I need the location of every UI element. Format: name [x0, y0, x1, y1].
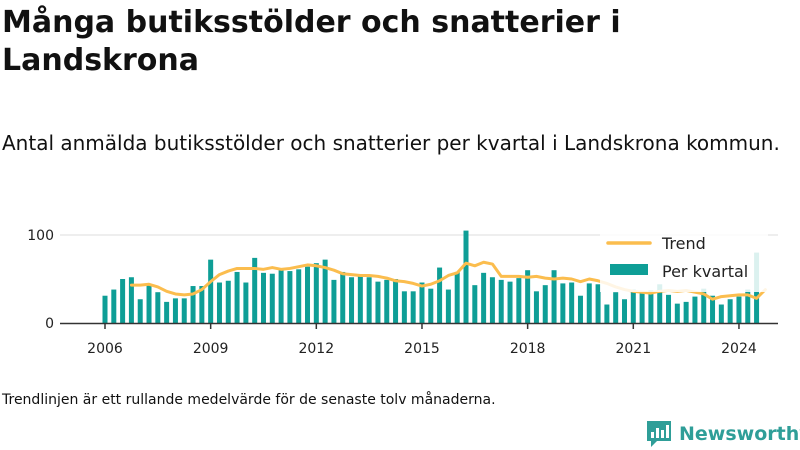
bar — [172, 298, 178, 323]
bar — [401, 291, 407, 323]
bar — [111, 289, 117, 323]
x-tick-label: 2021 — [615, 341, 651, 357]
footnote: Trendlinjen är ett rullande medelvärde f… — [2, 392, 496, 408]
bar — [463, 230, 469, 323]
bar — [542, 285, 548, 323]
bar — [349, 277, 355, 323]
bar — [357, 275, 363, 323]
bar — [657, 284, 663, 323]
bar — [666, 294, 672, 323]
bar — [199, 286, 205, 323]
bar — [437, 267, 443, 323]
bar — [384, 279, 390, 323]
bar — [155, 292, 161, 323]
bar — [595, 284, 601, 323]
bar — [718, 304, 724, 323]
bar — [410, 291, 416, 323]
bar — [445, 289, 451, 323]
x-tick-label: 2006 — [87, 341, 123, 357]
brand-logo[interactable]: Newsworthy — [645, 419, 800, 449]
bar — [745, 289, 751, 323]
bar — [613, 292, 619, 323]
chart-title: Många butiksstölder och snatterier i Lan… — [2, 5, 621, 78]
bar — [243, 282, 249, 323]
bar — [366, 277, 372, 323]
bar — [340, 271, 346, 323]
bar — [428, 288, 434, 323]
chart: 0 100 2006 2009 2012 2015 2018 2021 2024 Trend Pe… — [27, 228, 778, 357]
bar — [560, 283, 566, 323]
chart-subtitle: Antal anmälda butiksstölder och snatteri… — [2, 131, 780, 155]
bar — [577, 295, 583, 323]
x-tick-label: 2012 — [298, 341, 334, 357]
bar — [551, 270, 557, 323]
bar — [322, 259, 328, 323]
bar — [692, 296, 698, 323]
bar — [569, 282, 575, 323]
axes: 0 100 2006 2009 2012 2015 2018 2021 2024 — [27, 228, 778, 357]
legend: Trend Per kvartal — [600, 230, 768, 292]
bar — [313, 263, 319, 323]
bar — [331, 279, 337, 323]
bar — [683, 301, 689, 323]
bar — [234, 271, 240, 323]
legend-label-trend: Trend — [661, 234, 706, 253]
bar — [269, 273, 275, 323]
bar — [525, 270, 531, 323]
legend-swatch-per-kvartal — [610, 264, 648, 275]
bar — [630, 289, 636, 323]
x-tick-label: 2024 — [721, 341, 757, 357]
bar — [498, 279, 504, 323]
bar — [252, 257, 258, 323]
newsworthy-logo-icon — [647, 421, 671, 447]
bar — [296, 269, 302, 323]
bar — [120, 279, 126, 323]
bar — [701, 288, 707, 323]
bar — [305, 266, 311, 323]
bar — [489, 277, 495, 323]
bar — [190, 286, 196, 323]
bar — [128, 277, 134, 323]
y-tick-label: 0 — [45, 316, 54, 332]
bar — [727, 299, 733, 323]
legend-label-per-kvartal: Per kvartal — [662, 262, 748, 281]
bar — [586, 283, 592, 323]
bar — [507, 281, 513, 323]
bar — [472, 285, 478, 323]
bar — [146, 285, 152, 323]
legend-background — [600, 230, 768, 292]
bar-series — [102, 230, 760, 323]
bar — [648, 290, 654, 323]
x-tick-label: 2009 — [193, 341, 229, 357]
x-tick-label: 2018 — [510, 341, 546, 357]
x-tick-label: 2015 — [404, 341, 440, 357]
bar — [419, 282, 425, 323]
bar — [736, 296, 742, 323]
bar — [260, 272, 266, 323]
bar — [622, 299, 627, 323]
bar — [375, 281, 381, 323]
bar — [208, 259, 214, 323]
bar — [454, 271, 460, 323]
bar — [225, 280, 231, 323]
brand-name: Newsworthy — [679, 423, 800, 445]
bar — [639, 291, 645, 323]
bar — [393, 279, 399, 323]
bar — [674, 303, 680, 323]
bar — [181, 298, 187, 323]
bar — [533, 291, 539, 323]
y-tick-label: 100 — [27, 228, 54, 244]
bar — [604, 304, 610, 323]
bar — [216, 282, 222, 323]
bar — [710, 295, 716, 323]
bar — [287, 271, 293, 323]
bar — [137, 299, 143, 323]
bar — [516, 278, 522, 323]
bar — [278, 270, 284, 323]
bar — [102, 295, 108, 323]
bar — [481, 272, 487, 323]
bar — [164, 301, 170, 323]
